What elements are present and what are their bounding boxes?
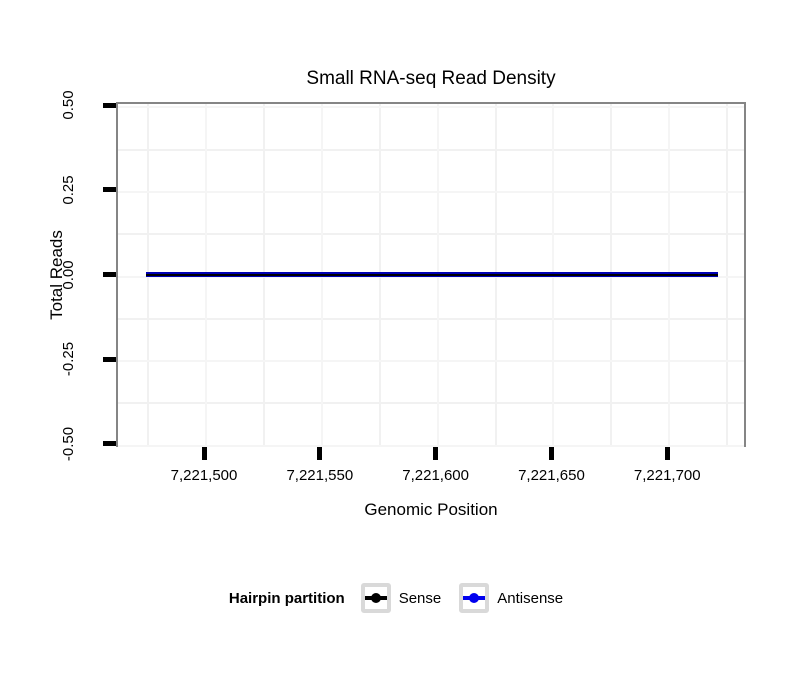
x-axis-tick-label: 7,221,700 (633, 467, 701, 484)
legend-key-antisense (459, 583, 490, 613)
minor-gridline-v (378, 104, 381, 445)
x-axis-title: Genomic Position (364, 500, 498, 519)
major-gridline-v (668, 104, 671, 445)
y-axis-tick (103, 102, 116, 108)
minor-gridline-h (118, 317, 744, 320)
x-axis-tick (317, 447, 323, 460)
x-axis-tick-label: 7,221,550 (286, 467, 354, 484)
x-axis-tick-label: 7,221,650 (518, 467, 585, 484)
minor-gridline-v (610, 104, 613, 445)
minor-gridline-h (118, 148, 744, 151)
legend: Hairpin partition Sense Antisense (0, 581, 810, 615)
x-axis-tick (201, 447, 207, 460)
major-gridline-h (118, 106, 744, 109)
major-gridline-h (118, 275, 744, 278)
plot-panel (116, 102, 746, 447)
minor-gridline-v (494, 104, 497, 445)
antisense-point-icon (469, 593, 480, 603)
x-axis-tick-label: 7,221,500 (170, 467, 238, 484)
legend-key-sense (360, 583, 391, 613)
legend-label-sense: Sense (398, 589, 442, 607)
minor-gridline-v (147, 104, 150, 445)
major-gridline-v (320, 104, 323, 445)
y-axis-tick-label: 0.50 (60, 90, 77, 120)
x-axis-tick (433, 447, 439, 460)
major-gridline-h (118, 444, 744, 447)
chart-title: Small RNA-seq Read Density (306, 68, 556, 89)
minor-gridline-v (262, 104, 265, 445)
y-axis-tick-label: -0.50 (60, 426, 77, 461)
major-gridline-h (118, 190, 744, 193)
major-gridline-h (118, 360, 744, 363)
minor-gridline-h (118, 233, 744, 236)
y-axis-tick (103, 272, 116, 277)
major-gridline-v (436, 104, 439, 445)
major-gridline-v (552, 104, 555, 445)
sense-point-icon (370, 593, 381, 603)
minor-gridline-h (118, 402, 744, 405)
x-axis-tick (548, 447, 554, 460)
y-axis-tick (103, 441, 116, 447)
y-axis-title: Total Reads (47, 230, 66, 320)
y-axis-tick (103, 356, 116, 362)
x-axis-tick (664, 447, 670, 460)
gridlines (118, 104, 744, 447)
legend-title: Hairpin partition (228, 589, 345, 607)
legend-label-antisense: Antisense (497, 589, 564, 607)
major-gridline-v (205, 104, 207, 445)
y-axis-tick (103, 187, 116, 193)
minor-gridline-v (726, 104, 729, 445)
x-axis-tick-label: 7,221,600 (402, 467, 469, 484)
